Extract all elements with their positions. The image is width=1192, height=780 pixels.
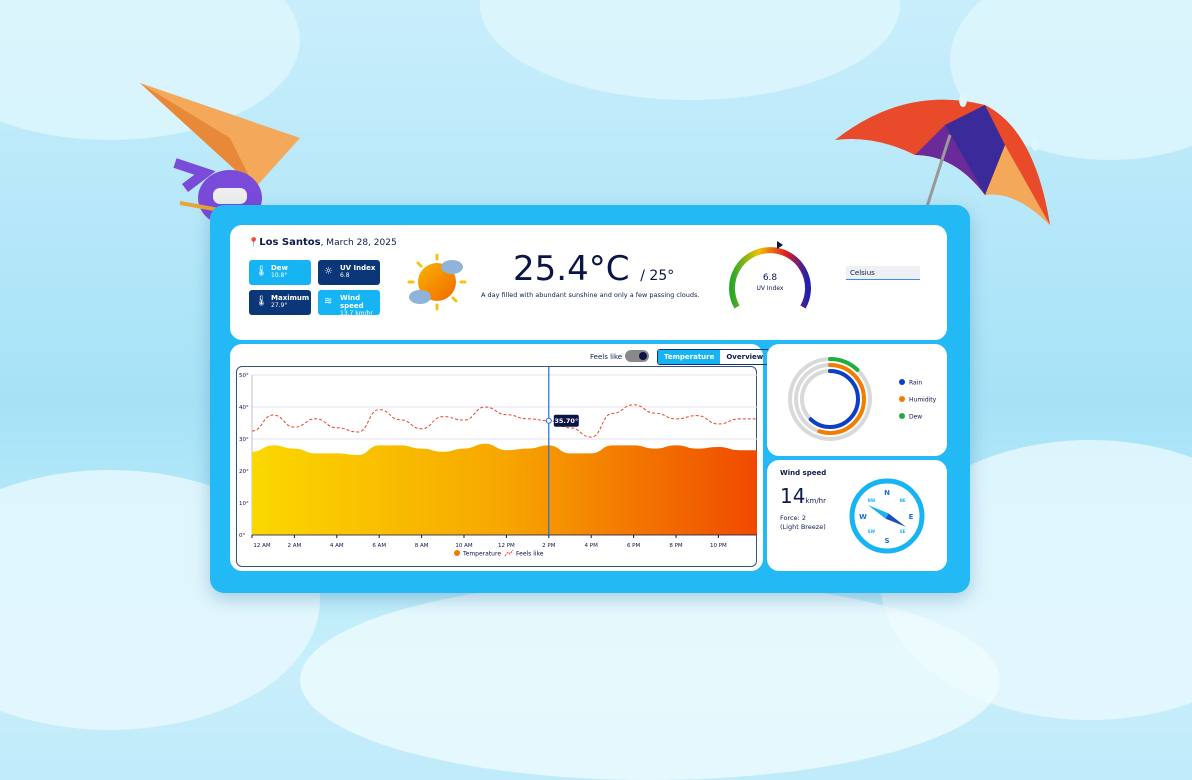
x-tick-label: 12 AM [253,543,271,549]
location: 📍Los Santos, March 28, 2025 [248,237,397,248]
legend-temperature-icon [454,550,460,556]
x-tick-label: 4 AM [330,543,344,549]
compass-w: W [859,513,867,521]
partly-sunny-icon [407,253,467,311]
needle-head [885,513,907,527]
tab-overview[interactable]: Overview [726,353,764,361]
wind-title: Wind speed [780,469,827,477]
svg-text:6.8: 6.8 [763,273,778,283]
wind-card: Wind speed 14km/hr Force: 2 (Light Breez… [767,460,947,571]
legend-dot [899,379,905,385]
uv-marker-icon [777,241,783,249]
tooltip-value: 35.70° [554,417,578,425]
weather-description: A day filled with abundant sunshine and … [481,291,700,299]
feels-like-toggle[interactable] [625,350,649,362]
ring-humidity [794,363,866,435]
compass-se: SE [900,529,906,534]
legend-rain: Rain [909,380,922,387]
wind-speed-value: 14km/hr [780,484,826,508]
wind-icon: ≋ [324,296,333,307]
legend-humidity: Humidity [909,397,937,404]
tooltip-box [553,414,579,427]
tile-wind: ≋ Wind speed 13.7 km/hr [318,290,380,317]
x-tick-label: 2 AM [288,543,302,549]
chart-tabs: Temperature Overview [657,349,771,365]
needle-tail [867,505,889,519]
compass-ne: NE [900,498,906,503]
thermometer-icon: 🌡 [255,266,268,277]
unit-select[interactable]: Celsius [846,266,920,280]
y-tick-label: 40° [239,405,249,411]
current-weather-card: 📍Los Santos, March 28, 2025 🌡 Dew 10.8° ☼ U… [230,225,947,340]
sun-icon: ☼ [324,266,333,277]
svg-text:UV Index: UV Index [757,285,784,292]
legend-temperature: Temperature [462,551,501,558]
uv-gauge: 6.8 UV Index [729,241,811,309]
x-tick-label: 8 AM [415,543,429,549]
x-tick-label: 10 PM [710,543,727,549]
tile-maximum: 🌡 Maximum 27.9° [249,290,311,315]
feels-like-temp: / 25° [640,268,675,284]
legend-feels-like-icon [504,549,514,557]
compass-s: S [884,537,889,545]
chart-frame: 0° 10° 20° 30° 40° 50° 12 AM 2 AM 4 AM 6 AM 8 AM 10… [236,366,757,567]
temperature-area [252,443,757,535]
rings-chart: Rain Humidity Dew [788,357,937,441]
precipitation-card: Rain Humidity Dew [767,344,947,456]
y-tick-label: 10° [239,501,249,507]
legend-dew: Dew [909,414,922,421]
y-tick-label: 0° [239,533,245,539]
y-tick-label: 20° [239,469,249,475]
tile-dew: 🌡 Dew 10.8° [249,260,311,285]
compass-e: E [909,513,914,521]
current-temperature: 25.4°C / 25° [513,249,675,289]
compass-nw: NW [868,498,876,503]
x-tick-label: 8 PM [669,543,683,549]
location-pin-icon: 📍 [248,238,260,248]
wind-compass: N NE E SE S SW W NW [849,478,925,554]
compass-n: N [884,489,890,497]
compass-sw: SW [868,529,876,534]
wind-needle-icon [867,505,907,527]
x-tick-label: 10 AM [455,543,473,549]
tab-temperature[interactable]: Temperature [658,350,721,364]
temperature-chart-card: Feels like Temperature Overview 0° 10° 20° 3… [230,344,771,571]
tile-uv: ☼ UV Index 6.8 [318,260,380,285]
y-tick-label: 50° [239,373,249,379]
x-tick-label: 12 PM [498,543,515,549]
feels-like-line [251,404,757,438]
x-tick-label: 4 PM [585,543,599,549]
tooltip-point [545,417,552,424]
thermometer-hot-icon: 🌡 [255,296,268,307]
temperature-chart: 0° 10° 20° 30° 40° 50° 12 AM 2 AM 4 AM 6 AM 8 AM 10… [239,367,757,558]
ring-rain [800,369,860,429]
x-tick-label: 6 PM [627,543,641,549]
x-tick-label: 6 AM [372,543,386,549]
legend-feels-like: Feels like [516,551,544,558]
ring-dew [788,357,872,441]
y-tick-label: 30° [239,437,249,443]
weather-dashboard: 📍Los Santos, March 28, 2025 🌡 Dew 10.8° ☼ U… [210,205,970,593]
legend-dot [899,396,905,402]
legend-dot [899,413,905,419]
x-tick-label: 2 PM [542,543,556,549]
